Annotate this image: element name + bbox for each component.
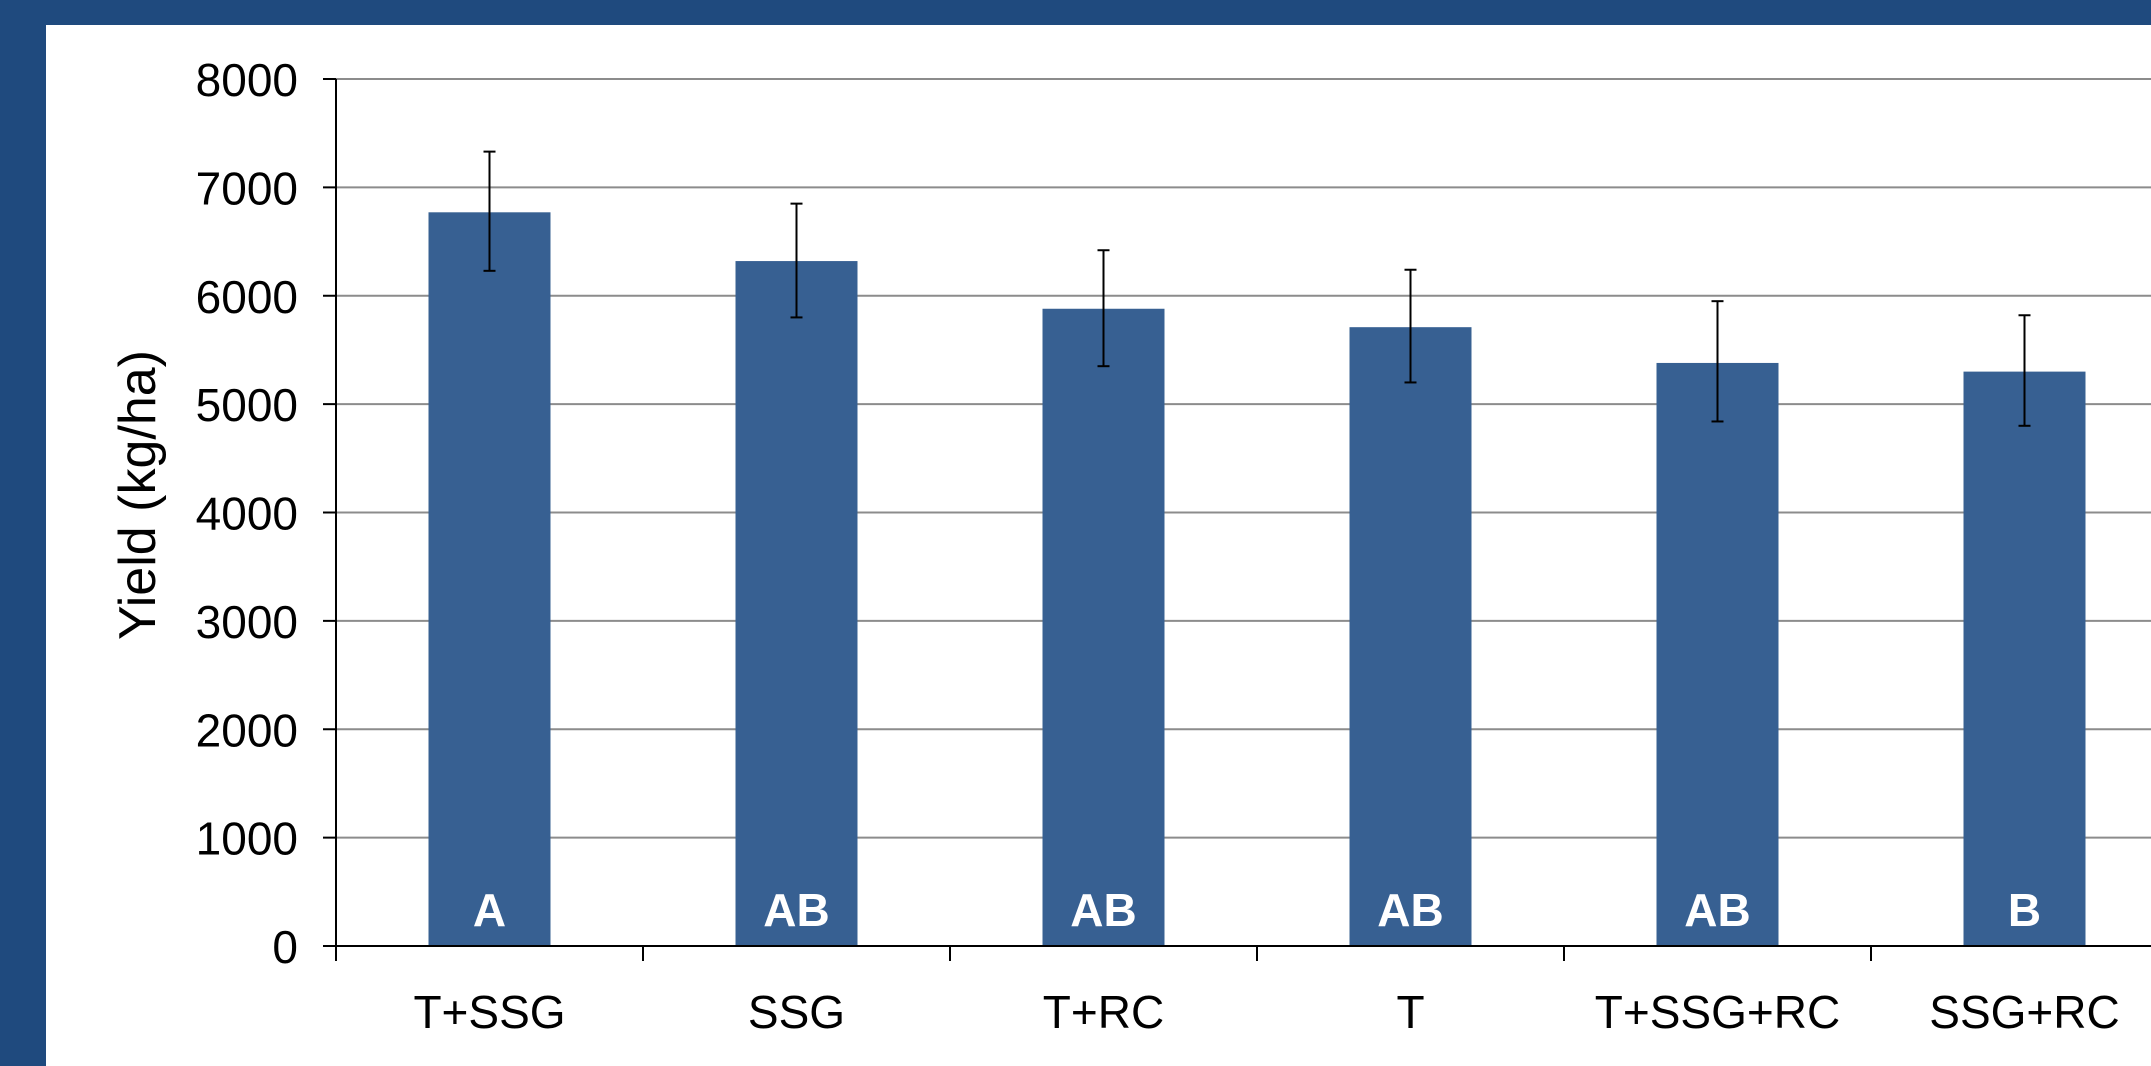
y-tick-label: 8000 <box>196 54 298 106</box>
significance-label: AB <box>1377 884 1443 936</box>
y-tick-label: 6000 <box>196 271 298 323</box>
y-tick-label: 3000 <box>196 596 298 648</box>
bar <box>1963 371 2086 946</box>
bar <box>1349 327 1472 947</box>
x-category-label: T+SSG+RC <box>1595 986 1840 1038</box>
x-category-label: T+RC <box>1043 986 1164 1038</box>
x-category-label: T <box>1396 986 1424 1038</box>
bar <box>428 212 551 946</box>
x-category-label: SSG+RC <box>1929 986 2119 1038</box>
y-axis-title: Yield (kg/ha) <box>109 350 167 640</box>
y-tick-label: 0 <box>272 921 298 973</box>
yield-bar-chart: 0 1000 2000 3000 4000 5000 6000 7000 8000 A T+SSG A… <box>109 54 2151 1038</box>
chart-panel: 0 1000 2000 3000 4000 5000 6000 7000 8000 A T+SSG A… <box>46 25 2151 1066</box>
x-category-label: T+SSG <box>413 986 565 1038</box>
significance-label: A <box>473 884 506 936</box>
y-tick-label: 7000 <box>196 162 298 214</box>
bar <box>1042 308 1165 946</box>
axes <box>323 78 2151 961</box>
significance-label: AB <box>1070 884 1136 936</box>
y-tick-label: 1000 <box>196 813 298 865</box>
bars <box>428 212 2086 947</box>
error-bars <box>483 150 2031 427</box>
bar <box>1656 362 1779 946</box>
x-category-label: SSG <box>748 986 845 1038</box>
y-tick-label: 4000 <box>196 488 298 540</box>
y-tick-label: 5000 <box>196 379 298 431</box>
labels: 0 1000 2000 3000 4000 5000 6000 7000 8000 A T+SSG A… <box>196 54 2120 1038</box>
bar <box>735 261 858 946</box>
significance-label: AB <box>763 884 829 936</box>
y-tick-label: 2000 <box>196 704 298 756</box>
gridlines <box>336 78 2151 839</box>
significance-label: B <box>2008 884 2041 936</box>
significance-label: AB <box>1684 884 1750 936</box>
